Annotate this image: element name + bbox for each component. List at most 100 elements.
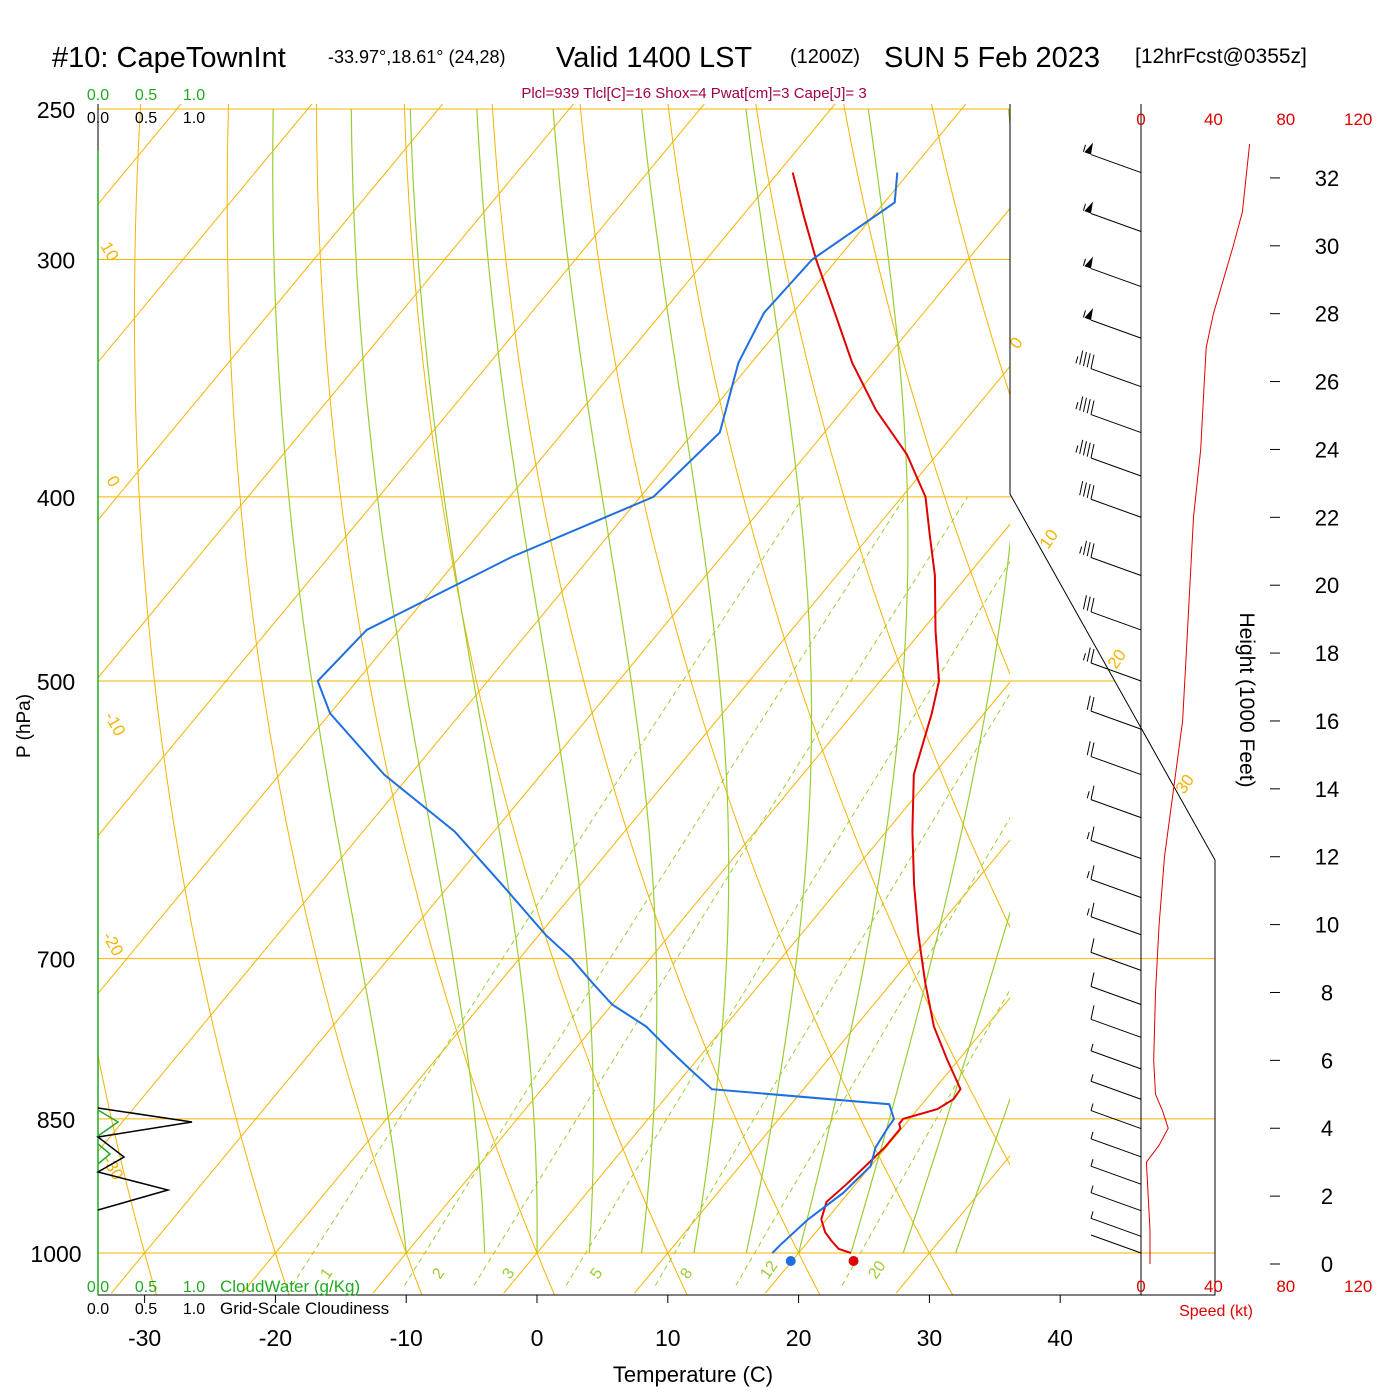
wind-barb-staff	[1090, 1138, 1142, 1158]
wind-barb-flag	[1090, 826, 1095, 841]
wind-barb-staff	[1090, 498, 1142, 518]
wind-barb-half-flag	[1090, 1131, 1094, 1139]
mixing-ratio-line	[473, 496, 969, 1286]
wind-barb	[1086, 785, 1142, 819]
wind-barb-staff	[1090, 368, 1142, 388]
temp-tick-label: 30	[917, 1325, 943, 1351]
wind-barb	[1086, 902, 1142, 936]
wind-barb-staff	[1090, 1110, 1142, 1130]
wind-barb-flag	[1082, 351, 1087, 367]
cloud-scale-label: 0.5	[135, 87, 157, 104]
wind-barb	[1075, 439, 1142, 477]
wind-barb-staff	[1090, 1192, 1142, 1212]
pressure-tick-label: 1000	[30, 1241, 81, 1267]
isotherm-line	[1158, 75, 1400, 1293]
wind-barb	[1090, 1074, 1142, 1100]
mixing-ratio-line	[565, 560, 1010, 1286]
axis-titles: Temperature (C) P (hPa) Height (1000 Fee…	[14, 612, 1258, 1387]
wind-barb-half-flag	[1079, 546, 1083, 554]
dry-adiabat-line	[579, 104, 954, 1295]
moist-adiabat-line	[955, 1097, 1010, 1254]
temp-tick-label: 0	[531, 1325, 544, 1351]
wind-barb-half-flag	[1075, 356, 1079, 364]
wind-barb-flag	[1090, 354, 1095, 369]
wind-barb-flag	[1090, 648, 1095, 664]
wind-barb-half-flag	[1086, 871, 1090, 879]
wind-barb	[1090, 938, 1142, 971]
height-tick-label: 6	[1321, 1048, 1333, 1073]
pressure-tick-label: 250	[37, 97, 75, 123]
mixing-ratio-label: 2	[429, 1265, 448, 1282]
wind-barb-staff	[1090, 611, 1142, 631]
height-tick-label: 30	[1315, 234, 1339, 259]
temp-tick-label: 20	[786, 1325, 812, 1351]
wind-barb-flag	[1086, 353, 1091, 368]
height-axis-title: Height (1000 Feet)	[1235, 612, 1258, 787]
cloud-scale-label: 0.0	[87, 87, 109, 104]
profiles	[316, 172, 962, 1266]
wind-barb-flag	[1090, 972, 1095, 987]
dry-adiabat-line	[1187, 75, 1400, 1301]
wind-barb-half-flag	[1086, 832, 1090, 840]
cloud-scale-label: 0.0	[87, 1301, 109, 1318]
wind-barb-flag	[1086, 596, 1091, 611]
wind-barb-flag	[1090, 543, 1095, 558]
wind-barb-flag	[1090, 865, 1095, 880]
wind-barb-half-flag	[1090, 1043, 1094, 1051]
isotherm-line	[764, 997, 1010, 1294]
speed-tick-label: 40	[1204, 1277, 1223, 1296]
dry-adiabat-label: 10	[1036, 526, 1062, 552]
wind-barb-pennant	[1084, 308, 1093, 321]
moist-adiabat-line	[350, 108, 486, 1254]
wind-barb-half-flag	[1090, 1211, 1094, 1219]
valid-time: Valid 1400 LST	[556, 42, 752, 74]
wind-barb-half-flag	[1075, 445, 1079, 453]
dry-adiabat-label: -20	[99, 929, 128, 960]
forecast-run: [12hrFcst@0355z]	[1135, 45, 1307, 68]
wind-barb-staff	[1090, 268, 1142, 288]
wind-barb-pennant	[1084, 201, 1093, 214]
station-title: #10: CapeTownInt	[52, 42, 286, 74]
height-tick-label: 4	[1321, 1116, 1333, 1141]
wind-barb	[1090, 1103, 1142, 1130]
wind-barb	[1086, 865, 1142, 898]
isotherm-line	[98, 104, 705, 837]
wind-barb-half-flag	[1075, 401, 1079, 410]
wind-barb-half-flag	[1082, 310, 1086, 318]
wind-barb-staff	[1090, 951, 1142, 971]
wind-barb	[1090, 1005, 1142, 1038]
mixing-ratio-label: 3	[499, 1265, 518, 1282]
dry-adiabat-line	[491, 104, 821, 1295]
height-tick-label: 26	[1315, 370, 1339, 395]
wind-barb-staff	[1090, 319, 1142, 339]
moist-adiabat-line	[272, 108, 407, 1254]
surface-temp-dot	[848, 1256, 859, 1266]
cloudiness-label: Grid-Scale Cloudiness	[220, 1299, 389, 1318]
isobars	[98, 108, 1215, 1254]
wind-barb-flag	[1086, 647, 1091, 662]
wind-speed-profile	[1145, 143, 1251, 1264]
cloud-scale-label: 0.0	[87, 110, 109, 127]
wind-barb-staff	[1090, 710, 1142, 730]
wind-barb-staff	[1090, 916, 1142, 936]
wind-barb-flag	[1086, 483, 1091, 498]
wind-barb-flag	[1079, 439, 1084, 455]
title-block: #10: CapeTownInt -33.97°,18.61° (24,28) …	[52, 42, 1307, 102]
isotherm-line	[98, 104, 836, 995]
wind-barb-staff	[1090, 756, 1142, 776]
wind-barb-pennant	[1084, 142, 1093, 155]
pressure-axis-title: P (hPa)	[14, 694, 35, 758]
cloudwater-profile	[97, 1143, 112, 1165]
wind-barb-half-flag	[1082, 144, 1086, 152]
isotherm-line	[98, 104, 967, 1153]
dry-adiabat-line	[843, 104, 1010, 676]
moist-adiabat-line	[798, 108, 909, 1254]
wind-barb	[1090, 1131, 1142, 1158]
wind-barb-flag	[1086, 399, 1091, 414]
wind-barb-flag	[1090, 400, 1095, 415]
wind-barb-flag	[1086, 542, 1091, 557]
wind-barb-staff	[1090, 1217, 1142, 1237]
wind-barb-staff	[1090, 213, 1142, 232]
isotherm-line	[503, 681, 1010, 1294]
temp-tick-label: -10	[390, 1325, 423, 1351]
